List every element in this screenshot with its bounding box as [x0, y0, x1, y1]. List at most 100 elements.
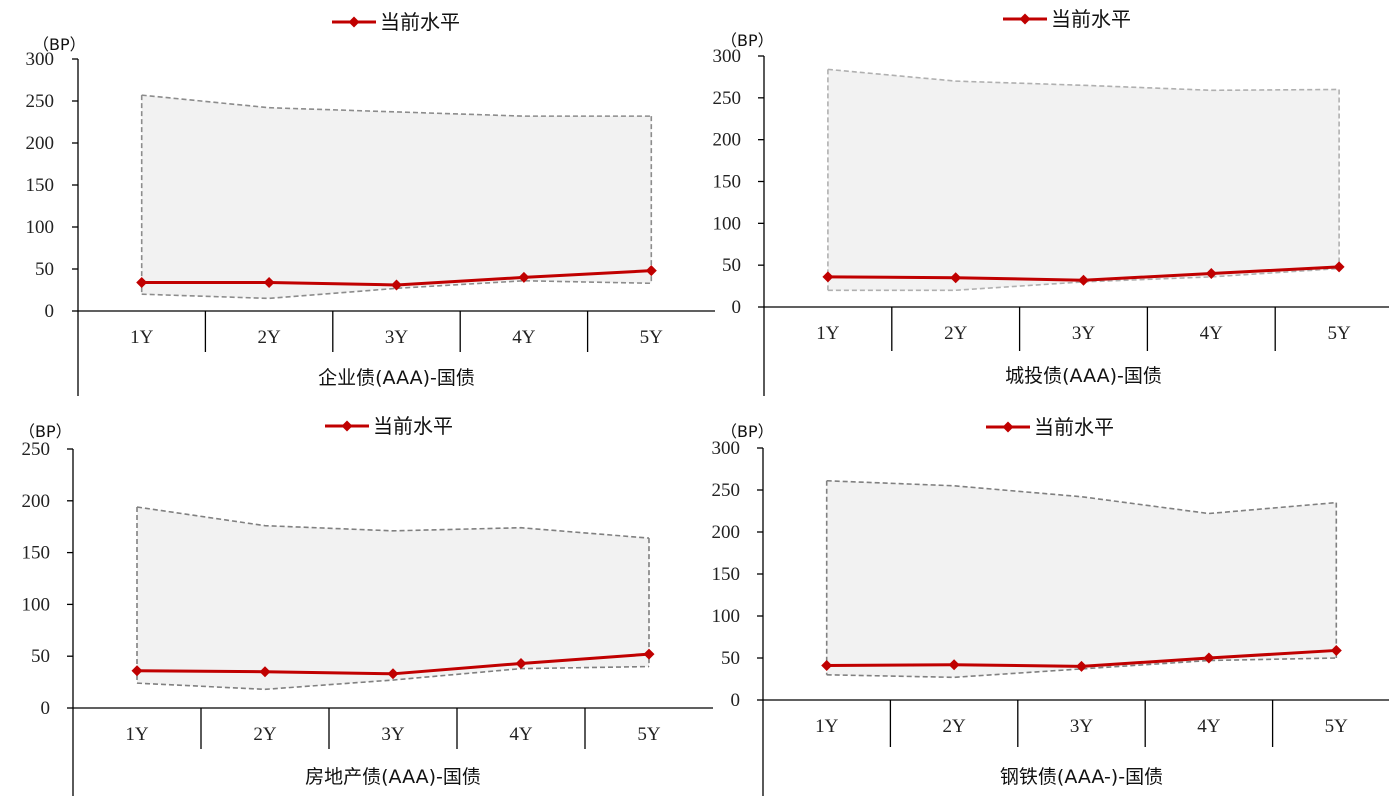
- y-unit-label: （BP）: [33, 35, 86, 54]
- y-tick-label: 50: [31, 646, 50, 667]
- legend-label: 当前水平: [373, 414, 453, 438]
- y-tick-label: 200: [712, 522, 741, 543]
- x-tick-label: 5Y: [1327, 323, 1351, 344]
- x-tick-label: 3Y: [1070, 716, 1094, 737]
- x-axis-title: 房地产债(AAA)-国债: [305, 766, 481, 788]
- range-max-line: [141, 94, 652, 117]
- y-tick-label: 100: [22, 594, 51, 615]
- data-point-marker: [821, 660, 833, 672]
- x-tick-label: 2Y: [253, 724, 277, 745]
- legend-label: 当前水平: [1051, 7, 1131, 31]
- y-unit-label: （BP）: [721, 422, 774, 441]
- legend: 当前水平: [332, 10, 460, 34]
- data-point-marker: [1076, 660, 1087, 672]
- x-tick-label: 5Y: [640, 327, 664, 348]
- x-tick-label: 1Y: [125, 724, 149, 745]
- data-point-marker: [1205, 268, 1217, 280]
- y-tick-label: 150: [26, 175, 55, 196]
- y-tick-label: 0: [731, 690, 741, 711]
- data-point-marker: [391, 279, 402, 291]
- chart-panel-2: 0 50 100 150 200 250 300 1Y 2Y 3Y 4Y 5Y 城投债(AAA)-国债 （…: [713, 7, 1389, 396]
- legend-marker: [1019, 13, 1031, 25]
- y-tick-label: 200: [713, 130, 742, 151]
- data-point-marker: [136, 276, 148, 288]
- legend-marker: [341, 420, 353, 432]
- data-point-marker: [131, 665, 143, 677]
- y-tick-label: 50: [721, 648, 740, 669]
- range-min-line: [826, 657, 1337, 679]
- y-tick-label: 250: [26, 91, 55, 112]
- x-axis-title: 城投债(AAA)-国债: [1005, 365, 1162, 387]
- y-tick-label: 250: [713, 88, 742, 109]
- y-tick-label: 150: [713, 172, 742, 193]
- y-unit-label: （BP）: [19, 422, 72, 441]
- x-tick-label: 1Y: [816, 323, 840, 344]
- x-tick-label: 1Y: [815, 716, 839, 737]
- range-max-line: [136, 506, 650, 539]
- data-point-marker: [263, 276, 275, 288]
- y-tick-label: 300: [26, 49, 55, 70]
- range-max-line: [827, 68, 1340, 92]
- range-band: [137, 507, 649, 690]
- y-tick-label: 300: [713, 46, 742, 67]
- legend: 当前水平: [1003, 7, 1131, 31]
- data-point-marker: [1330, 644, 1342, 656]
- y-tick-label: 250: [22, 439, 51, 460]
- data-point-marker: [515, 657, 527, 669]
- x-tick-label: 2Y: [942, 716, 966, 737]
- legend-marker: [348, 16, 360, 28]
- x-tick-label: 3Y: [385, 327, 409, 348]
- y-tick-label: 250: [712, 480, 741, 501]
- data-point-marker: [948, 659, 960, 671]
- range-band: [826, 480, 1337, 678]
- chart-panel-4: 0 50 100 150 200 250 300 1Y 2Y 3Y 4Y 5Y 钢铁债(AAA-)-国债…: [712, 415, 1389, 796]
- y-tick-label: 0: [732, 297, 742, 318]
- y-unit-label: （BP）: [721, 31, 774, 50]
- chart-panel-1: 0 50 100 150 200 250 300 1Y 2Y 3Y 4Y 5Y 企业债(AAA)-国债 （…: [26, 10, 715, 396]
- x-tick-label: 5Y: [1325, 716, 1349, 737]
- data-point-marker: [645, 265, 657, 277]
- y-tick-label: 0: [41, 698, 51, 719]
- range-min-line: [827, 267, 1340, 292]
- data-point-marker: [822, 271, 834, 283]
- legend-label: 当前水平: [1034, 415, 1114, 439]
- chart-panel-3: 0 50 100 150 200 250 1Y 2Y 3Y 4Y 5Y 房地产债(AAA)-国债 （BP…: [19, 414, 713, 796]
- data-point-marker: [259, 666, 271, 678]
- legend: 当前水平: [986, 415, 1114, 439]
- legend-label: 当前水平: [380, 10, 460, 34]
- x-tick-label: 3Y: [381, 724, 405, 745]
- x-tick-label: 2Y: [944, 323, 968, 344]
- y-tick-label: 100: [712, 606, 741, 627]
- y-tick-label: 150: [712, 564, 741, 585]
- x-tick-label: 4Y: [512, 327, 536, 348]
- legend-marker: [1002, 421, 1014, 433]
- legend: 当前水平: [325, 414, 453, 438]
- x-tick-label: 4Y: [1200, 323, 1224, 344]
- range-min-line: [141, 279, 652, 300]
- data-point-marker: [1333, 261, 1345, 273]
- x-tick-label: 4Y: [509, 724, 533, 745]
- y-tick-label: 200: [26, 133, 55, 154]
- data-point-marker: [518, 271, 530, 283]
- data-point-marker: [387, 668, 399, 680]
- x-tick-label: 1Y: [130, 327, 154, 348]
- x-tick-label: 2Y: [257, 327, 281, 348]
- y-tick-label: 100: [26, 217, 55, 238]
- x-axis-title: 企业债(AAA)-国债: [318, 367, 475, 389]
- data-point-marker: [1078, 274, 1089, 286]
- y-tick-label: 50: [35, 259, 54, 280]
- range-band: [141, 95, 652, 299]
- x-tick-label: 4Y: [1197, 716, 1221, 737]
- x-tick-label: 5Y: [637, 724, 661, 745]
- y-tick-label: 50: [722, 255, 741, 276]
- range-min-line: [136, 665, 650, 691]
- data-point-marker: [1203, 652, 1215, 664]
- range-max-line: [826, 479, 1337, 515]
- range-band: [827, 69, 1340, 291]
- y-tick-label: 200: [22, 491, 51, 512]
- data-point-marker: [950, 272, 962, 284]
- y-tick-label: 100: [713, 213, 742, 234]
- y-tick-label: 150: [22, 543, 51, 564]
- x-axis-title: 钢铁债(AAA-)-国债: [1000, 766, 1163, 788]
